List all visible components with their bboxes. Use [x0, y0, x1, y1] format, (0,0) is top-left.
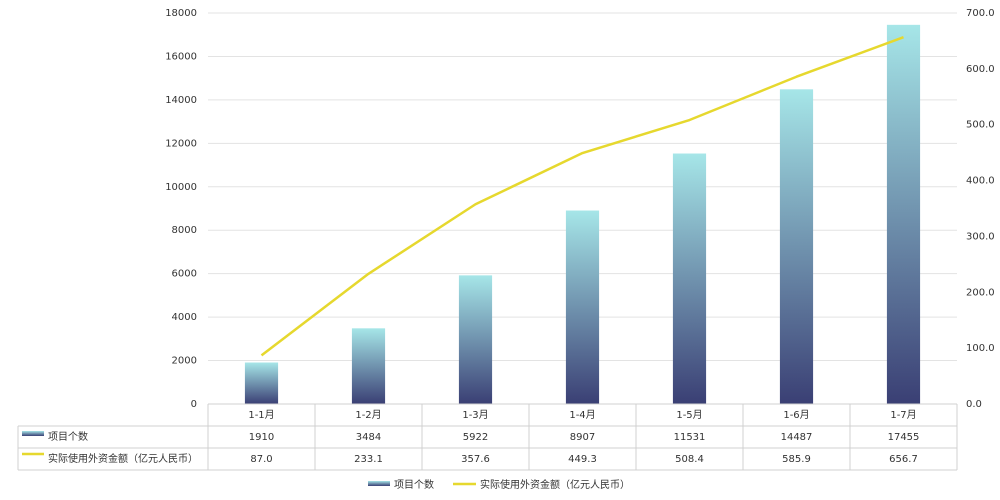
- bar: [565, 210, 600, 404]
- y-tick-label: 4000: [172, 312, 197, 323]
- y-tick-label: 10000: [165, 182, 197, 193]
- table-row-label: 实际使用外资金额（亿元人民币）: [48, 452, 198, 465]
- bar: [886, 24, 921, 404]
- y-tick-label: 8000: [172, 225, 197, 236]
- table-cell: 5922: [463, 432, 488, 443]
- y2-tick-label: 400.0: [966, 176, 995, 187]
- y-tick-label: 14000: [165, 95, 197, 106]
- bar: [672, 153, 707, 404]
- bar: [351, 328, 386, 404]
- table-cell: 11531: [674, 432, 706, 443]
- table-cell: 656.7: [889, 454, 918, 465]
- table-key: [22, 431, 44, 436]
- y2-tick-label: 700.0: [966, 8, 995, 19]
- legend-label: 实际使用外资金额（亿元人民币）: [480, 478, 630, 491]
- y2-tick-label: 100.0: [966, 343, 995, 354]
- x-tick-label: 1-7月: [890, 409, 916, 421]
- y-tick-label: 0: [191, 399, 197, 410]
- y2-tick-label: 200.0: [966, 287, 995, 298]
- table-cell: 508.4: [675, 454, 704, 465]
- table-cell: 87.0: [250, 454, 272, 465]
- x-tick-label: 1-1月: [248, 409, 274, 421]
- bar: [779, 89, 814, 404]
- y2-tick-label: 0.0: [966, 399, 982, 410]
- bar: [458, 275, 493, 404]
- y2-tick-label: 300.0: [966, 231, 995, 242]
- x-tick-label: 1-3月: [462, 409, 488, 421]
- y2-tick-label: 600.0: [966, 64, 995, 75]
- x-tick-label: 1-5月: [676, 409, 702, 421]
- x-tick-label: 1-2月: [355, 409, 381, 421]
- x-tick-label: 1-6月: [783, 409, 809, 421]
- y2-tick-label: 500.0: [966, 120, 995, 131]
- legend-key: [368, 481, 390, 486]
- y-tick-label: 16000: [165, 51, 197, 62]
- y-tick-label: 18000: [165, 8, 197, 19]
- x-tick-label: 1-4月: [569, 409, 595, 421]
- table-cell: 357.6: [461, 454, 490, 465]
- y-tick-label: 2000: [172, 356, 197, 367]
- table-cell: 585.9: [782, 454, 811, 465]
- y-tick-label: 6000: [172, 269, 197, 280]
- table-cell: 1910: [249, 432, 274, 443]
- y-tick-label: 12000: [165, 138, 197, 149]
- table-cell: 3484: [356, 432, 381, 443]
- table-cell: 233.1: [354, 454, 383, 465]
- table-row-label: 项目个数: [48, 430, 88, 443]
- table-cell: 17455: [888, 432, 920, 443]
- line: [260, 36, 904, 357]
- legend-label: 项目个数: [394, 478, 434, 491]
- bar: [244, 362, 279, 404]
- table-cell: 449.3: [568, 454, 597, 465]
- table-cell: 8907: [570, 432, 595, 443]
- table-cell: 14487: [781, 432, 813, 443]
